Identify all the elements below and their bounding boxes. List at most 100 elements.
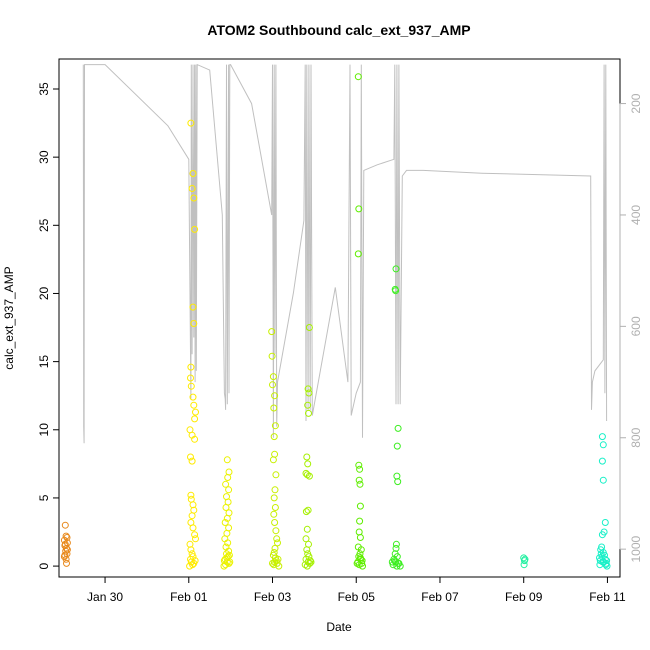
data-point — [222, 480, 230, 488]
data-point — [305, 389, 313, 397]
data-point — [269, 456, 277, 464]
data-point — [392, 265, 400, 273]
data-point — [392, 544, 400, 552]
data-point — [303, 453, 311, 461]
data-point — [271, 519, 279, 526]
x-tick-label: Feb 03 — [254, 590, 292, 604]
data-point — [191, 531, 199, 539]
right-axis-trace — [82, 63, 608, 444]
data-point — [191, 225, 199, 233]
data-point — [270, 510, 278, 518]
data-point — [223, 456, 231, 464]
chart-title: ATOM2 Southbound calc_ext_937_AMP — [207, 22, 470, 38]
data-point — [269, 373, 277, 381]
data-point — [303, 546, 311, 554]
x-tick-label: Feb 11 — [589, 590, 626, 604]
data-point — [274, 555, 282, 563]
data-point — [271, 392, 279, 400]
data-point — [356, 502, 364, 510]
data-point — [354, 73, 362, 81]
right-tick-label: 600 — [629, 316, 643, 336]
data-point — [306, 557, 314, 565]
y-tick-label: 30 — [37, 150, 51, 164]
data-point — [61, 521, 69, 529]
y-tick-label: 0 — [37, 562, 51, 569]
data-point — [270, 433, 278, 441]
right-tick-label: 400 — [629, 205, 643, 225]
data-point — [63, 534, 71, 541]
data-point — [307, 558, 315, 566]
data-point — [275, 562, 283, 570]
data-point — [222, 504, 230, 511]
data-point — [188, 512, 196, 520]
data-point — [187, 382, 195, 390]
data-point — [272, 471, 280, 479]
y-axis: 0 5 10 15 20 25 30 35 — [37, 82, 60, 569]
data-point — [226, 558, 234, 566]
data-point — [225, 551, 233, 559]
x-tick-label: Feb 01 — [170, 590, 208, 604]
data-point — [189, 303, 197, 311]
y-tick-label: 10 — [37, 423, 51, 437]
data-point — [356, 465, 364, 473]
data-point — [272, 527, 280, 535]
x-tick-label: Feb 09 — [505, 590, 543, 604]
data-point — [305, 324, 313, 331]
data-point — [603, 557, 611, 565]
data-point — [596, 554, 603, 562]
data-point — [189, 524, 197, 532]
data-point — [598, 433, 606, 441]
data-point — [224, 539, 232, 547]
y-tick-label: 5 — [37, 494, 51, 501]
data-point — [355, 205, 363, 213]
data-point — [271, 450, 279, 458]
data-point — [356, 480, 364, 488]
data-point — [598, 531, 606, 539]
data-point — [597, 550, 605, 558]
y-tick-label: 20 — [37, 286, 51, 300]
data-point — [394, 478, 402, 486]
data-point — [188, 185, 196, 192]
data-point — [62, 532, 70, 540]
x-axis-label: Date — [326, 620, 352, 634]
data-point — [355, 476, 363, 484]
data-point — [187, 453, 194, 461]
data-point — [62, 555, 70, 563]
data-point — [274, 539, 281, 547]
y-axis-label: calc_ext_937_AMP — [2, 266, 16, 369]
right-tick-label: 200 — [629, 93, 643, 113]
x-tick-label: Feb 05 — [338, 590, 376, 604]
data-point — [302, 535, 310, 543]
y-tick-label: 15 — [37, 355, 51, 369]
data-point — [521, 555, 529, 563]
data-point — [192, 408, 199, 416]
data-point — [191, 557, 199, 565]
data-point — [61, 551, 69, 559]
data-point — [356, 554, 364, 562]
data-point — [268, 352, 276, 360]
data-point — [186, 562, 194, 570]
x-axis: Jan 30 Feb 01 Feb 03 Feb 05 Feb 07 Feb 09 Feb … — [87, 576, 626, 604]
data-point — [304, 385, 312, 393]
data-point — [269, 381, 276, 389]
data-point — [192, 535, 199, 543]
data-point — [392, 287, 400, 295]
data-point — [355, 528, 363, 536]
data-point — [601, 519, 609, 526]
data-point — [305, 472, 313, 480]
data-point — [598, 457, 606, 465]
data-point — [61, 540, 69, 548]
data-point — [270, 494, 278, 502]
data-point — [189, 393, 197, 401]
data-point — [394, 424, 402, 432]
data-point — [220, 562, 228, 570]
data-point — [303, 562, 311, 570]
data-point — [602, 561, 610, 569]
data-point — [191, 415, 199, 423]
data-point — [388, 558, 396, 566]
data-point — [187, 546, 195, 554]
data-point — [187, 363, 195, 371]
data-point — [304, 506, 312, 514]
data-point — [224, 474, 232, 481]
data-point — [271, 422, 279, 430]
